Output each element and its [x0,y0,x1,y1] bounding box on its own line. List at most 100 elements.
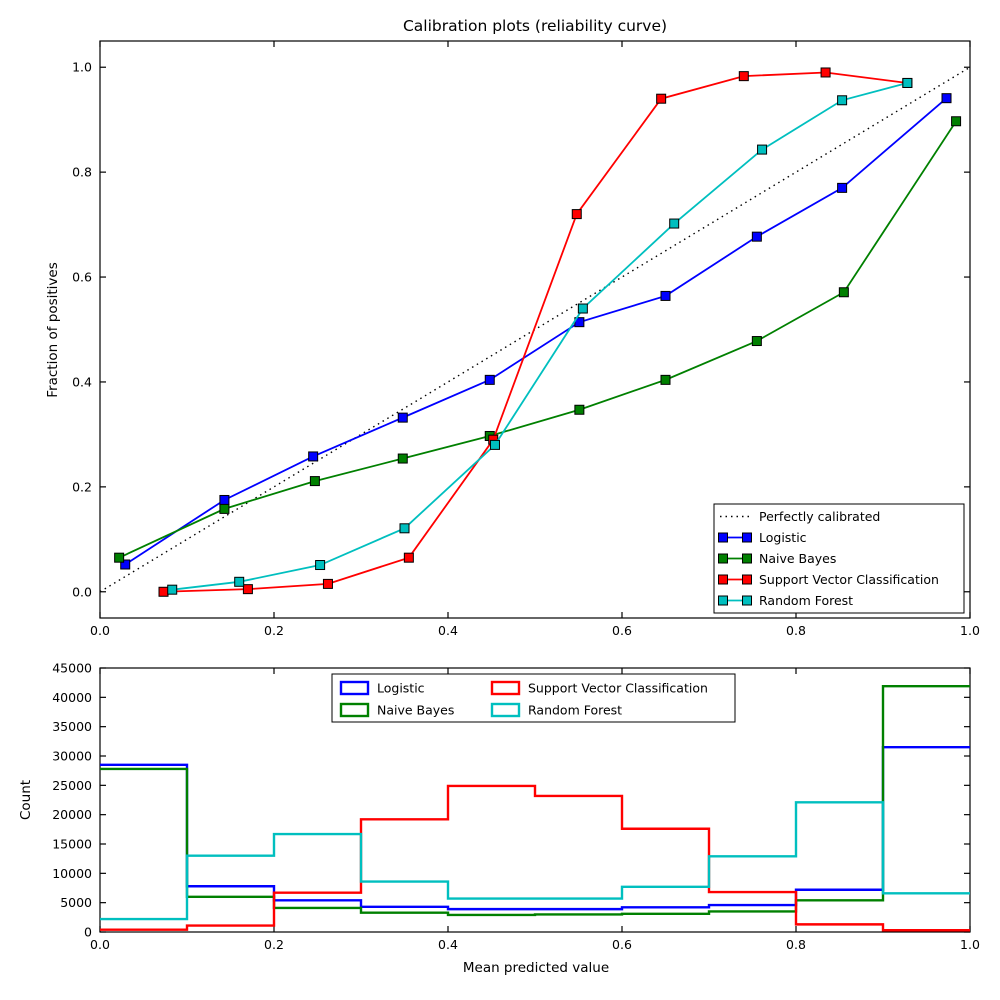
series-marker-logistic [837,182,848,193]
series-marker-logistic [941,93,952,104]
series-marker-logistic [751,231,762,242]
y-tick-label: 0.8 [72,165,92,180]
legend-marker-sample [742,574,752,585]
series-marker-naive-bayes [751,336,762,347]
legend-marker-sample [718,595,728,606]
legend-patch-sample [339,702,370,718]
top-legend-box [713,503,965,614]
axes-frame [99,667,971,933]
series-marker-random-forest [489,439,500,450]
series-marker-logistic [308,451,319,462]
legend-label: Naive Bayes [759,551,836,566]
series-marker-logistic [484,374,495,385]
series-marker-logistic [219,494,230,505]
x-tick-label: 0.4 [438,937,458,952]
axes-frame [99,40,971,619]
x-tick-label: 1.0 [960,623,980,638]
y-tick-label: 0 [84,925,92,940]
series-marker-support-vector-classification [158,586,169,597]
series-marker-random-forest [902,77,913,88]
series-marker-random-forest [669,218,680,229]
series-marker-random-forest [315,560,326,571]
y-tick-label: 0.0 [72,584,92,599]
series-marker-naive-bayes [574,404,585,415]
legend-marker-sample [718,532,728,543]
y-tick-label: 20000 [52,807,92,822]
y-tick-label: 30000 [52,749,92,764]
series-marker-support-vector-classification [656,93,667,104]
series-marker-naive-bayes [951,116,962,127]
legend-marker-sample [718,553,728,564]
top-legend: Perfectly calibrated Logistic Naive Bayes S… [713,503,965,614]
legend-patch-sample [490,680,521,696]
series-line-support-vector-classification [163,71,908,593]
x-tick-label: 0.8 [786,623,806,638]
legend-patch-sample [339,680,370,696]
hist-step-logistic [100,746,970,911]
legend-label: Support Vector Classification [528,681,708,696]
y-tick-label: 5000 [60,895,92,910]
legend-label: Logistic [377,681,425,696]
x-tick-label: 0.6 [612,937,632,952]
series-marker-naive-bayes [114,552,125,563]
series-marker-random-forest [399,523,410,534]
bottom-chart-xlabel: Mean predicted value [463,960,609,976]
series-marker-naive-bayes [397,453,408,464]
x-tick-label: 0.6 [612,623,632,638]
series-marker-naive-bayes [838,287,849,298]
series-marker-support-vector-classification [403,552,414,563]
series-marker-logistic [660,290,671,301]
series-line-logistic [124,97,948,566]
y-tick-label: 10000 [52,866,92,881]
legend-marker-sample [742,532,752,543]
legend-marker-sample [742,553,752,564]
bottom-chart-ylabel: Count [18,780,34,820]
series-marker-random-forest [577,303,588,314]
x-tick-label: 0.2 [264,623,284,638]
y-tick-label: 35000 [52,719,92,734]
series-line-random-forest [172,82,908,591]
series-marker-support-vector-classification [738,71,749,82]
series-marker-naive-bayes [309,476,320,487]
y-tick-label: 45000 [52,661,92,676]
legend-label: Perfectly calibrated [759,509,880,524]
y-tick-label: 15000 [52,837,92,852]
legend-patch-sample [490,702,521,718]
top-chart-ylabel: Fraction of positives [45,262,61,397]
series-marker-random-forest [757,144,768,155]
bottom-legend: Logistic Naive Bayes Support Vector Classi… [331,673,736,723]
series-marker-support-vector-classification [242,584,253,595]
series-marker-support-vector-classification [820,67,831,78]
series-marker-random-forest [167,584,178,595]
series-marker-random-forest [234,576,245,587]
x-tick-label: 0.4 [438,623,458,638]
legend-marker-sample [742,595,752,606]
x-tick-label: 0.0 [90,937,110,952]
series-line-naive-bayes [118,120,957,559]
series-marker-support-vector-classification [322,578,333,589]
x-tick-label: 0.2 [264,937,284,952]
series-marker-support-vector-classification [571,209,582,220]
x-tick-label: 0.0 [90,623,110,638]
series-marker-logistic [397,412,408,423]
y-tick-label: 1.0 [72,60,92,75]
series-marker-logistic [120,559,131,570]
y-tick-label: 0.4 [72,374,92,389]
x-tick-label: 0.8 [786,937,806,952]
bottom-legend-box [331,673,736,723]
legend-label: Logistic [759,530,807,545]
y-tick-label: 0.2 [72,479,92,494]
series-marker-naive-bayes [219,503,230,514]
y-tick-label: 40000 [52,690,92,705]
hist-step-random-forest [100,801,970,921]
legend-label: Naive Bayes [377,703,454,718]
series-marker-random-forest [837,95,848,106]
legend-marker-sample [718,574,728,585]
top-chart-title: Calibration plots (reliability curve) [403,17,667,35]
legend-label: Random Forest [759,593,853,608]
legend-label: Support Vector Classification [759,572,939,587]
y-tick-label: 25000 [52,778,92,793]
series-marker-naive-bayes [660,374,671,385]
hist-step-support-vector-classification [100,784,970,932]
